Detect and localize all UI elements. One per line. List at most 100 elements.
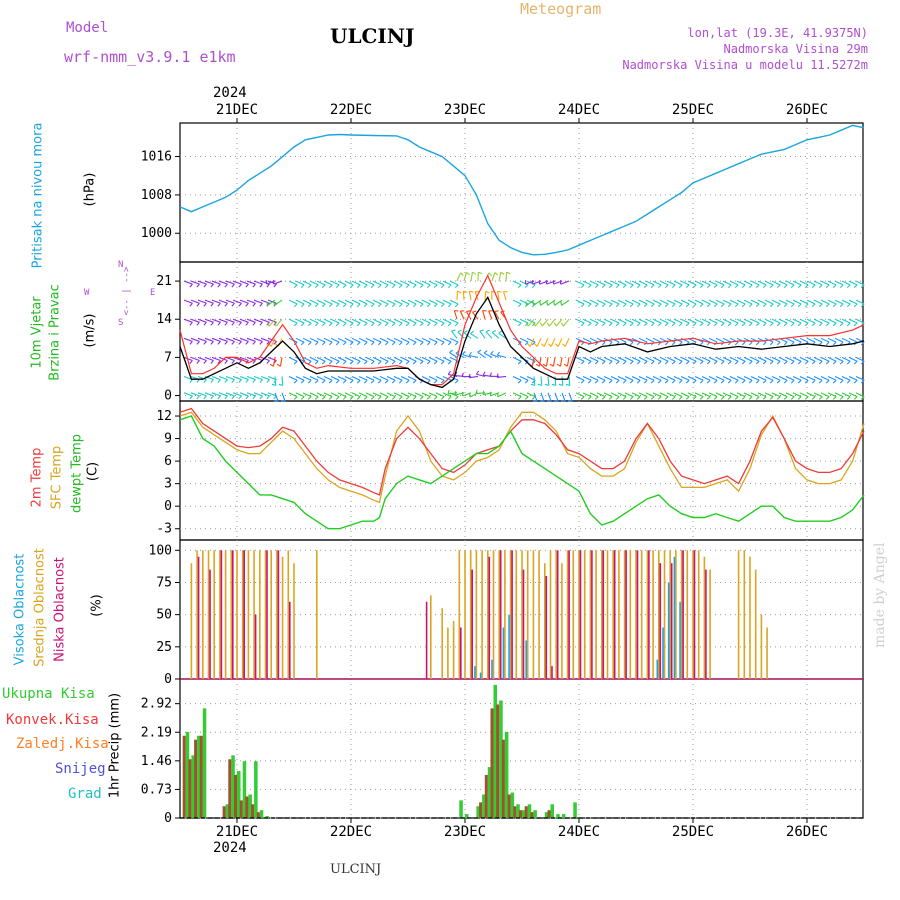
wind-barb-flag <box>608 322 613 327</box>
wind-barb <box>239 337 249 342</box>
wind-barb <box>505 272 508 282</box>
wind-barb-flag <box>252 341 256 345</box>
wind-barb-flag <box>755 360 760 365</box>
wind-barb <box>358 337 368 343</box>
wind-barb-flag <box>713 322 718 327</box>
wind-barb <box>211 299 221 304</box>
wind-barb <box>183 337 193 342</box>
wind-barb <box>701 375 711 381</box>
day-label-bottom: 22DEC <box>330 824 372 840</box>
wind-barb-flag <box>587 322 592 327</box>
wind-barb-flag <box>664 396 669 400</box>
wind-barb <box>372 337 382 343</box>
wind-barb <box>722 318 732 324</box>
wind-barb-flag <box>259 379 263 383</box>
rain-strat-bar <box>239 800 243 818</box>
compass-w: W <box>84 288 90 298</box>
wind-barb-flag <box>580 360 585 365</box>
wind-barb-flag <box>419 396 424 400</box>
wind-barb <box>757 356 767 362</box>
wind-barb-flag <box>531 341 536 346</box>
wind-barb <box>351 299 361 305</box>
wind-barb <box>799 318 809 324</box>
day-label-bottom: 23DEC <box>444 824 486 840</box>
wind-barb <box>806 375 816 381</box>
wind-barb <box>421 392 431 398</box>
wind-barb-flag <box>804 396 809 400</box>
wind-barb-flag <box>811 322 816 327</box>
wind-barb <box>694 375 704 381</box>
wind-barb-flag <box>196 321 200 326</box>
wind-barb <box>288 356 298 362</box>
wind-barb <box>526 337 536 343</box>
wind-barb-flag <box>762 284 767 289</box>
wind-barb <box>778 299 788 305</box>
y-tick-label: 0 <box>164 499 172 514</box>
wind-barb <box>645 318 655 324</box>
wind-barb-flag <box>671 303 676 308</box>
wind-barb-flag <box>466 310 471 313</box>
wind-barb-flag <box>629 322 634 327</box>
wind-barb-flag <box>426 322 431 327</box>
y-tick-label: 3 <box>164 477 172 492</box>
wind-barb-flag <box>454 303 459 308</box>
wind-barb-flag <box>363 379 368 384</box>
wind-barb-flag <box>643 284 648 289</box>
wind-barb <box>708 356 718 362</box>
wind-barb <box>538 357 542 367</box>
rain-conv-label: Konvek.Kisa <box>6 712 99 728</box>
altitude-label: Nadmorska Visina 29m <box>723 42 869 56</box>
wind-barb-flag <box>594 396 599 400</box>
wind-barb-flag <box>307 303 312 308</box>
wind-barb <box>680 392 690 398</box>
wind-barb-flag <box>266 283 270 288</box>
wind-barb-flag <box>548 343 552 347</box>
wind-barb <box>400 280 410 286</box>
wind-barb-flag <box>307 360 312 365</box>
wind-barb <box>659 392 669 398</box>
wind-barb-flag <box>699 284 704 289</box>
wind-barb-flag <box>384 396 389 400</box>
wind-barb <box>561 392 566 402</box>
wind-barb-flag <box>531 284 536 289</box>
wind-barb <box>638 375 648 381</box>
wind-barb <box>603 356 613 362</box>
wind-barb <box>806 318 816 324</box>
wind-barb <box>211 392 221 397</box>
wind-barb-flag <box>314 303 319 308</box>
wind-barb-flag <box>692 360 697 365</box>
wind-barb <box>337 392 347 398</box>
wind-barb-flag <box>363 322 368 327</box>
wind-barb-flag <box>370 341 375 346</box>
wind-barb-flag <box>238 360 242 364</box>
wind-barb <box>337 337 347 343</box>
wind-barb-flag <box>363 341 368 346</box>
wind-barb-flag <box>587 303 592 308</box>
wind-barb-flag <box>426 284 431 289</box>
wind-barb-flag <box>300 303 305 308</box>
wind-barb <box>442 392 452 398</box>
wind-barb-flag <box>482 390 485 395</box>
wind-barb <box>407 375 417 381</box>
wind-barb <box>246 280 256 285</box>
wind-barb <box>617 375 627 381</box>
wind-barb <box>428 375 438 381</box>
wind-barb-flag <box>692 284 697 289</box>
sfc-temp-line <box>179 411 865 504</box>
wind-barb <box>680 375 690 381</box>
wind-barb-flag <box>342 303 347 308</box>
y-tick-label: 9 <box>164 432 172 447</box>
wind-barb-flag <box>560 301 563 306</box>
wind-barb <box>253 392 263 397</box>
wind-barb-flag <box>349 396 354 400</box>
wind-barb <box>666 318 676 324</box>
wind-barb <box>275 318 283 327</box>
wind-barb-flag <box>307 396 312 400</box>
wind-barb-flag <box>314 379 319 384</box>
wind-barb-flag <box>342 284 347 289</box>
wind-barb <box>559 357 563 367</box>
wind-barb <box>428 318 438 324</box>
wind-barb <box>365 280 375 286</box>
wind-barb <box>442 318 452 324</box>
wind-barb-flag <box>210 321 214 326</box>
